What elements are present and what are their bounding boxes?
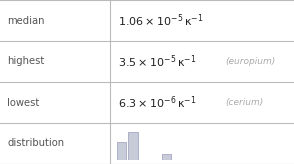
Text: $3.5\times10^{-5}\,\mathregular{\kappa^{-1}}$: $3.5\times10^{-5}\,\mathregular{\kappa^{… (118, 53, 196, 70)
Text: median: median (7, 16, 45, 25)
Text: lowest: lowest (7, 98, 40, 107)
Text: distribution: distribution (7, 139, 64, 148)
Text: $1.06\times10^{-5}\,\mathregular{\kappa^{-1}}$: $1.06\times10^{-5}\,\mathregular{\kappa^… (118, 12, 203, 29)
Text: highest: highest (7, 57, 45, 66)
Bar (117, 142, 126, 160)
Bar (128, 132, 138, 160)
Text: $6.3\times10^{-6}\,\mathregular{\kappa^{-1}}$: $6.3\times10^{-6}\,\mathregular{\kappa^{… (118, 94, 196, 111)
Text: (cerium): (cerium) (225, 98, 263, 107)
Text: (europium): (europium) (225, 57, 275, 66)
Bar (162, 154, 171, 160)
